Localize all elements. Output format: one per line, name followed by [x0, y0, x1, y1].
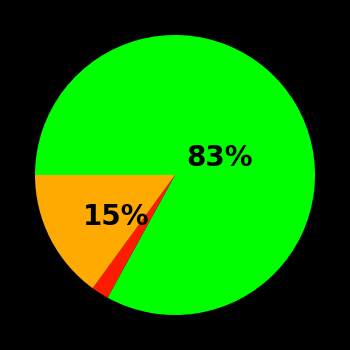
Text: 15%: 15%	[83, 203, 149, 231]
Wedge shape	[35, 175, 175, 288]
Wedge shape	[93, 175, 175, 298]
Wedge shape	[35, 35, 315, 315]
Text: 83%: 83%	[187, 144, 253, 172]
